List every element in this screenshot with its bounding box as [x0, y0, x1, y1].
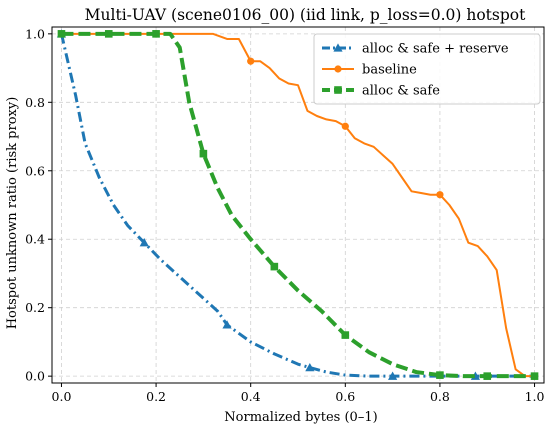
chart-title: Multi-UAV (scene0106_00) (iid link, p_lo… [85, 6, 526, 24]
data-point-baseline [247, 57, 255, 65]
data-point-alloc-safe [483, 372, 492, 380]
legend-marker-baseline [334, 65, 342, 73]
x-axis-label: Normalized bytes (0–1) [224, 410, 377, 425]
data-point-baseline [436, 191, 444, 199]
y-tick-label: 0.6 [25, 163, 45, 178]
y-tick-label: 1.0 [25, 26, 45, 41]
x-tick-label: 0.6 [335, 389, 355, 404]
data-point-alloc-safe [341, 331, 350, 339]
y-tick-label: 0.0 [25, 369, 45, 384]
y-tick-label: 0.2 [25, 300, 45, 315]
data-point-alloc-safe [152, 30, 160, 38]
legend-label-alloc-safe: alloc & safe [362, 84, 440, 99]
legend-box [313, 33, 541, 105]
data-point-alloc-safe [270, 262, 279, 271]
legend-label-alloc-safe-reserve: alloc & safe + reserve [362, 42, 509, 57]
y-tick-label: 0.8 [25, 95, 45, 110]
x-tick-label: 0.2 [146, 389, 166, 404]
series-layer [56, 29, 539, 380]
x-ticks: 0.0 0.2 0.4 0.6 0.8 1.0 [52, 383, 545, 404]
data-point-alloc-safe [530, 372, 539, 380]
legend: alloc & safe + reserve baseline alloc & sa… [313, 33, 541, 105]
legend-marker-alloc-safe-reserve [333, 43, 343, 52]
y-axis-label: Hotspot unknown ratio (risk proxy) [5, 97, 20, 330]
series-line-alloc-safe [61, 31, 535, 379]
data-point-alloc-safe-reserve [139, 238, 149, 247]
data-point-alloc-safe [57, 30, 66, 38]
data-point-alloc-safe-reserve [388, 371, 398, 380]
x-tick-label: 1.0 [525, 389, 545, 404]
x-tick-label: 0.0 [52, 389, 72, 404]
series-alloc-safe [57, 30, 539, 380]
y-ticks: 0.0 0.2 0.4 0.6 0.8 1.0 [25, 26, 52, 384]
series-line-baseline [61, 32, 535, 378]
data-point-baseline [341, 122, 349, 130]
x-tick-label: 0.8 [430, 389, 450, 404]
data-point-alloc-safe [199, 149, 208, 158]
series-alloc-safe-reserve [56, 29, 535, 380]
legend-label-baseline: baseline [362, 63, 417, 78]
data-point-alloc-safe-reserve [222, 320, 232, 329]
data-point-alloc-safe [436, 371, 444, 379]
data-point-alloc-safe [104, 30, 113, 38]
plot-area-frame [51, 26, 545, 384]
x-tick-label: 0.4 [241, 389, 261, 404]
data-point-alloc-safe-reserve [305, 362, 315, 372]
series-line-alloc-safe-reserve [59, 33, 535, 378]
legend-marker-alloc-safe [334, 86, 342, 94]
y-tick-label: 0.4 [25, 232, 45, 247]
